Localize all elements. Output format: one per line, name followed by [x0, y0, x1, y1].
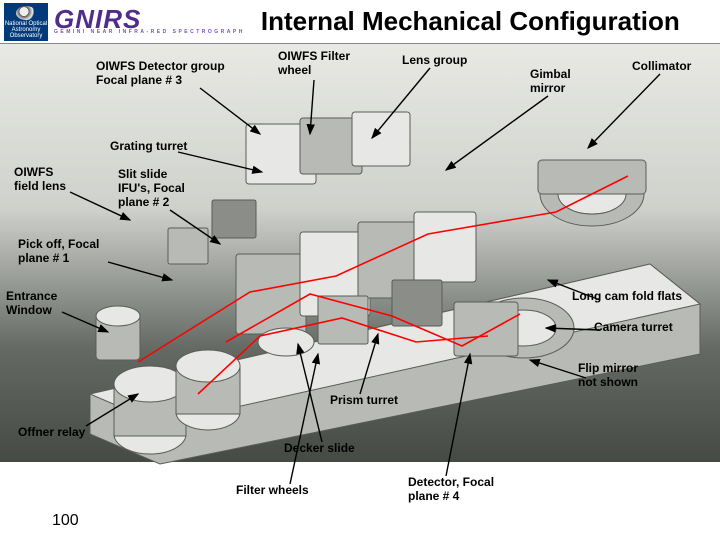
- label-detector-fp4: Detector, Focal plane # 4: [408, 476, 494, 504]
- label-slit-slide: Slit slide IFU's, Focal plane # 2: [118, 168, 185, 209]
- label-collimator: Collimator: [632, 60, 691, 74]
- page-number: 100: [52, 512, 79, 530]
- label-lens-group: Lens group: [402, 54, 467, 68]
- label-grating: Grating turret: [110, 140, 187, 154]
- label-entrance: Entrance Window: [6, 290, 57, 318]
- label-longcam: Long cam fold flats: [572, 290, 682, 304]
- label-decker: Decker slide: [284, 442, 355, 456]
- label-oiwfs-detector: OIWFS Detector group Focal plane # 3: [96, 60, 225, 88]
- noao-logo-text: National Optical Astronomy Observatory: [4, 21, 48, 39]
- label-filter-wheels: Filter wheels: [236, 484, 309, 498]
- label-flip-mirror: Flip mirror not shown: [578, 362, 638, 390]
- machine-illustration: [0, 44, 720, 514]
- header-bar: National Optical Astronomy Observatory G…: [0, 0, 720, 44]
- label-gimbal: Gimbal mirror: [530, 68, 571, 96]
- page-title: Internal Mechanical Configuration: [261, 6, 680, 37]
- diagram-area: OIWFS Detector group Focal plane # 3 OIWF…: [0, 44, 720, 514]
- label-camera-turret: Camera turret: [594, 321, 673, 335]
- label-prism-turret: Prism turret: [330, 394, 398, 408]
- label-oiwfs-filter: OIWFS Filter wheel: [278, 50, 350, 78]
- noao-logo: National Optical Astronomy Observatory: [4, 3, 48, 41]
- gnirs-logo-sub: GEMINI NEAR INFRA-RED SPECTROGRAPH: [54, 30, 245, 34]
- gnirs-logo: GNIRS GEMINI NEAR INFRA-RED SPECTROGRAPH: [54, 9, 245, 34]
- label-oiwfs-field: OIWFS field lens: [14, 166, 66, 194]
- label-pickoff: Pick off, Focal plane # 1: [18, 238, 99, 266]
- label-offner: Offner relay: [18, 426, 85, 440]
